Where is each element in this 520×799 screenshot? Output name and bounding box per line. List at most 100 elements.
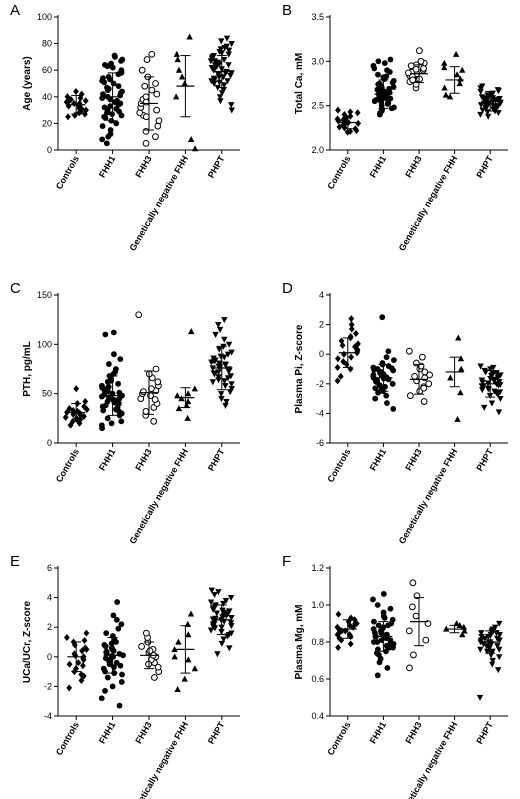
y-tick-label: 2 [319, 320, 324, 330]
data-point-inverted-triangle [215, 374, 222, 381]
data-point-circle [390, 84, 397, 90]
data-point-triangle [458, 365, 465, 372]
y-tick-label: 40 [42, 92, 52, 102]
data-point-inverted-triangle [495, 667, 502, 674]
data-point-circle [114, 599, 121, 605]
data-point-circle [374, 86, 381, 93]
y-axis-label: PTH, pg/mL [22, 341, 33, 397]
data-point-open-circle [405, 627, 413, 635]
data-point-diamond [77, 94, 84, 102]
x-category-label: Controls [325, 720, 352, 757]
chart-panel-b: B 2.0 2.5 3.0 3.5 Total Ca, mM Controls FHH1 FHH… [282, 2, 508, 253]
data-point-diamond [353, 329, 359, 337]
data-point-inverted-triangle [477, 363, 484, 370]
data-point-diamond [71, 99, 78, 107]
data-point-triangle [456, 80, 463, 87]
panel-label: B [282, 2, 292, 19]
data-point-circle [103, 140, 110, 147]
data-point-inverted-triangle [483, 648, 491, 655]
data-point-inverted-triangle [491, 388, 498, 395]
data-point-diamond [348, 321, 355, 329]
data-point-diamond [65, 113, 71, 121]
data-point-circle [390, 357, 397, 364]
series-diamond [334, 106, 362, 136]
x-category-label: Genetically negative FHH [127, 720, 190, 799]
series-triangle-up [445, 334, 465, 422]
data-point-inverted-triangle [491, 376, 498, 383]
data-point-inverted-triangle [209, 365, 216, 372]
data-point-inverted-triangle [208, 78, 215, 85]
data-point-circle [385, 100, 392, 106]
data-point-circle [108, 60, 114, 67]
y-tick-label: 2.0 [311, 145, 324, 155]
data-point-circle [115, 625, 122, 632]
data-point-inverted-triangle [210, 80, 218, 87]
data-point-open-circle [151, 674, 158, 681]
data-point-circle [100, 75, 106, 82]
data-point-circle [98, 422, 105, 429]
data-point-inverted-triangle [496, 620, 503, 627]
data-point-triangle [178, 73, 186, 80]
data-point-circle [112, 366, 119, 372]
data-point-inverted-triangle [487, 652, 495, 659]
data-point-inverted-triangle [222, 402, 229, 409]
data-point-open-circle [141, 82, 149, 90]
data-point-inverted-triangle [228, 386, 236, 393]
data-point-open-circle [148, 86, 156, 94]
data-point-circle [387, 56, 394, 63]
data-point-circle [388, 365, 395, 372]
data-point-inverted-triangle [479, 83, 486, 90]
y-tick-label: 1.2 [311, 563, 324, 573]
data-point-circle [99, 123, 106, 129]
data-point-circle [117, 356, 124, 363]
data-point-inverted-triangle [216, 346, 223, 353]
data-point-diamond [346, 631, 353, 639]
data-point-circle [375, 71, 381, 78]
data-point-inverted-triangle [225, 368, 232, 375]
data-point-circle [373, 650, 380, 656]
x-category-label: Controls [54, 447, 81, 484]
data-point-inverted-triangle [481, 635, 489, 642]
data-point-triangle [171, 653, 178, 660]
data-point-inverted-triangle [223, 35, 231, 42]
data-point-circle [390, 77, 397, 84]
data-point-open-circle [143, 56, 151, 63]
data-point-inverted-triangle [213, 610, 221, 617]
data-point-open-circle [154, 122, 162, 130]
series-triangle-down [476, 620, 503, 701]
panel-label: A [10, 2, 20, 19]
data-point-open-circle [154, 663, 162, 671]
data-point-triangle [441, 84, 448, 91]
data-point-inverted-triangle [218, 396, 225, 402]
data-point-diamond [339, 341, 346, 349]
data-point-triangle [459, 631, 466, 638]
series-triangle-up [172, 33, 199, 152]
data-point-circle [385, 622, 391, 629]
series-circle-open [404, 47, 428, 92]
data-point-diamond [341, 350, 347, 358]
data-point-circle [383, 95, 390, 102]
data-point-inverted-triangle [228, 41, 235, 47]
series-triangle-up [443, 620, 468, 638]
data-point-circle [113, 616, 120, 623]
data-point-circle [386, 85, 392, 92]
data-point-diamond [64, 408, 70, 416]
data-point-triangle [452, 50, 460, 57]
y-tick-label: 100 [37, 339, 52, 349]
x-category-label: PHPT [206, 154, 227, 180]
data-point-diamond [82, 97, 89, 105]
data-point-inverted-triangle [216, 79, 223, 86]
data-point-open-circle [148, 50, 156, 58]
data-point-diamond [334, 377, 341, 385]
data-point-open-circle [152, 80, 159, 87]
data-point-open-circle [412, 612, 420, 620]
data-point-inverted-triangle [222, 597, 230, 604]
data-point-diamond [73, 87, 79, 95]
data-point-open-circle [425, 380, 433, 388]
y-tick-label: 2 [47, 622, 52, 632]
data-point-inverted-triangle [478, 94, 486, 101]
data-point-circle [115, 380, 122, 387]
data-point-diamond [334, 631, 341, 639]
x-category-label: FHH3 [133, 720, 153, 745]
